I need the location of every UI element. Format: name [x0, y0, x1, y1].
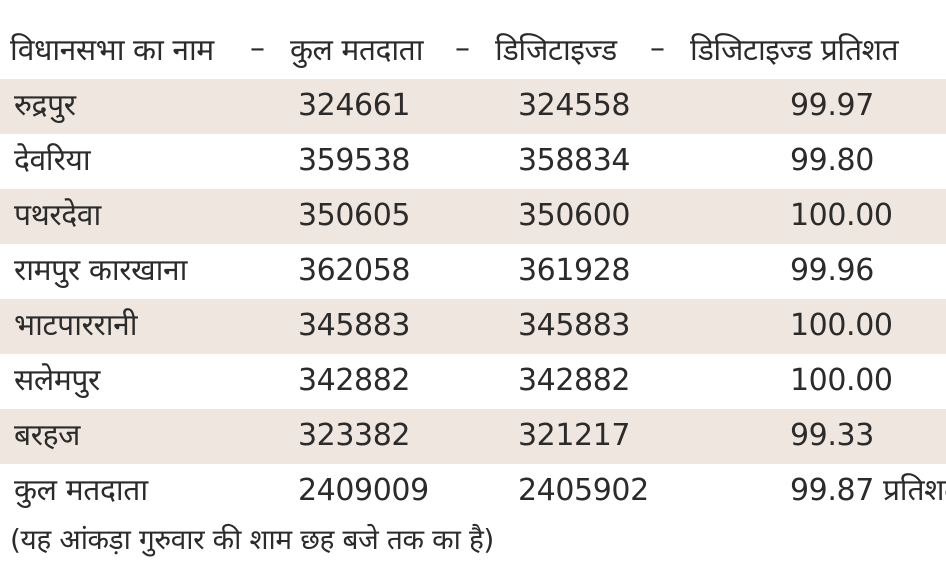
table-row: देवरिया 359538 358834 99.80 [0, 134, 946, 189]
digitized-cell: 321217 [518, 418, 631, 453]
percent-cell: 100.00 [790, 308, 893, 343]
total-voters-cell: 345883 [298, 308, 411, 343]
percent-cell: 100.00 [790, 363, 893, 398]
table-header: विधानसभा का नाम – कुल मतदाता – डिजिटाइज्… [0, 20, 946, 76]
digitized-cell: 2405902 [518, 473, 649, 508]
percent-cell: 99.33 [790, 418, 874, 453]
percent-cell: 100.00 [790, 198, 893, 233]
assembly-name-cell: देवरिया [14, 143, 91, 178]
percent-cell: 99.97 [790, 88, 874, 123]
digitized-cell: 324558 [518, 88, 631, 123]
assembly-name-cell: सलेमपुर [14, 363, 100, 398]
table-body: रुद्रपुर 324661 324558 99.97 देवरिया 359538 35… [0, 79, 946, 519]
percent-cell: 99.80 [790, 143, 874, 178]
percent-cell: 99.96 [790, 253, 874, 288]
assembly-name-cell: भाटपाररानी [14, 308, 138, 343]
header-separator: – [250, 30, 265, 66]
total-voters-cell: 359538 [298, 143, 411, 178]
percent-cell: 99.87 प्रतिशत [790, 473, 946, 508]
footnote: (यह आंकड़ा गुरुवार की शाम छह बजे तक का ह… [10, 523, 494, 556]
total-voters-cell: 324661 [298, 88, 411, 123]
table-row: सलेमपुर 342882 342882 100.00 [0, 354, 946, 409]
table-row: पथरदेवा 350605 350600 100.00 [0, 189, 946, 244]
header-separator: – [650, 30, 665, 66]
digitized-cell: 361928 [518, 253, 631, 288]
digitized-cell: 342882 [518, 363, 631, 398]
assembly-name-cell: रुद्रपुर [14, 88, 76, 123]
total-voters-cell: 2409009 [298, 473, 429, 508]
header-digitized-percent: डिजिटाइज्ड प्रतिशत [690, 32, 899, 68]
assembly-name-cell: पथरदेवा [14, 198, 101, 233]
assembly-name-cell: रामपुर कारखाना [14, 253, 188, 288]
digitized-cell: 345883 [518, 308, 631, 343]
table-row: बरहज 323382 321217 99.33 [0, 409, 946, 464]
total-voters-cell: 350605 [298, 198, 411, 233]
total-voters-cell: 342882 [298, 363, 411, 398]
table-row: कुल मतदाता 2409009 2405902 99.87 प्रतिशत [0, 464, 946, 519]
digitized-cell: 350600 [518, 198, 631, 233]
header-digitized: डिजिटाइज्ड [495, 32, 617, 68]
assembly-name-cell: बरहज [14, 418, 80, 453]
total-voters-cell: 323382 [298, 418, 411, 453]
table-row: रामपुर कारखाना 362058 361928 99.96 [0, 244, 946, 299]
header-total-voters: कुल मतदाता [290, 32, 424, 68]
assembly-name-cell: कुल मतदाता [14, 473, 148, 508]
header-separator: – [455, 30, 470, 66]
table-row: भाटपाररानी 345883 345883 100.00 [0, 299, 946, 354]
digitized-cell: 358834 [518, 143, 631, 178]
total-voters-cell: 362058 [298, 253, 411, 288]
table-row: रुद्रपुर 324661 324558 99.97 [0, 79, 946, 134]
header-assembly-name: विधानसभा का नाम [10, 32, 214, 68]
